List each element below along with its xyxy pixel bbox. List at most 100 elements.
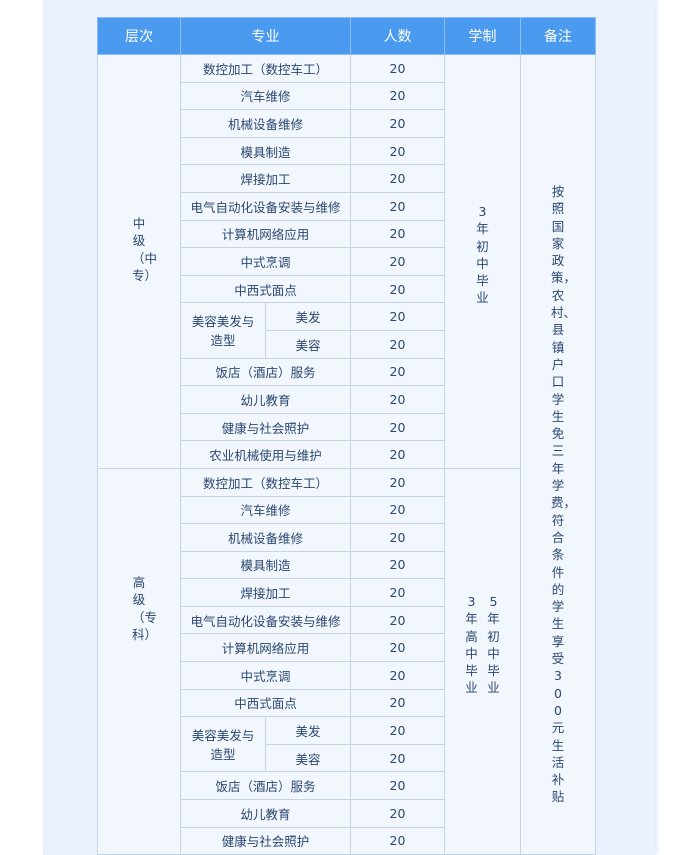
header-level: 层次 xyxy=(97,17,181,55)
table-row: 汽车维修 20 xyxy=(98,81,596,111)
table-row: 焊接加工 20 xyxy=(98,164,596,193)
major-cell: 电气自动化设备安装与维修 xyxy=(180,191,351,221)
major-cell: 美发 xyxy=(265,302,351,331)
major-cell: 中式烹调 xyxy=(180,661,351,690)
table-row: 中式烹调 20 xyxy=(98,247,596,276)
major-cell: 模具制造 xyxy=(180,136,351,166)
major-cell: 数控加工（数控车工） xyxy=(180,54,351,83)
count-cell: 20 xyxy=(350,743,445,773)
note-text: 按照国家政策，农村、县镇户口学生免三年学费，符合条件的学生享受300元生活补贴 xyxy=(551,184,577,805)
count-cell: 20 xyxy=(350,219,445,249)
table-row: 美容美发与造型 美发 20 xyxy=(98,716,596,773)
header-duration: 学制 xyxy=(444,17,521,55)
table-row: 焊接加工 20 xyxy=(98,578,596,607)
count-cell: 20 xyxy=(350,467,445,497)
count-cell: 20 xyxy=(350,716,445,745)
table-row: 中式烹调 20 xyxy=(98,661,596,690)
table-row: 模具制造 20 xyxy=(98,136,596,166)
major-cell: 计算机网络应用 xyxy=(180,633,351,663)
major-cell: 数控加工（数控车工） xyxy=(180,467,351,497)
major-cell: 中西式面点 xyxy=(180,274,351,304)
header-count: 人数 xyxy=(350,17,445,55)
major-cell: 机械设备维修 xyxy=(180,523,351,552)
major-cell: 美容 xyxy=(265,743,351,773)
count-cell: 20 xyxy=(350,550,445,580)
high-level-cell: 高级（专科） xyxy=(97,467,181,855)
count-cell: 20 xyxy=(350,164,445,193)
count-cell: 20 xyxy=(350,247,445,276)
count-cell: 20 xyxy=(350,274,445,304)
major-cell: 幼儿教育 xyxy=(180,385,351,414)
count-cell: 20 xyxy=(350,661,445,690)
major-cell: 电气自动化设备安装与维修 xyxy=(180,605,351,635)
table-row: 美容 20 xyxy=(98,329,596,359)
mid-duration-label: 3年初中毕业 xyxy=(476,204,489,306)
table-row: 高级（专科） 数控加工（数控车工） 20 3年高中毕业5年初中毕业 xyxy=(97,467,596,855)
major-cell: 幼儿教育 xyxy=(180,799,351,828)
high-level-label: 高级（专科） xyxy=(132,574,158,642)
count-cell: 20 xyxy=(350,329,445,359)
major-cell: 饭店（酒店）服务 xyxy=(180,357,351,387)
major-cell: 中式烹调 xyxy=(180,247,351,276)
major-cell: 美容 xyxy=(265,329,351,359)
table-row: 中西式面点 20 xyxy=(98,274,596,304)
count-cell: 20 xyxy=(350,826,445,855)
major-cell: 中西式面点 xyxy=(180,688,351,718)
count-cell: 20 xyxy=(350,605,445,635)
major-cell: 美发 xyxy=(265,716,351,745)
mid-level-cell: 中级（中专） xyxy=(97,54,181,469)
major-group-cell: 美容美发与造型 xyxy=(180,302,266,359)
count-cell: 20 xyxy=(350,54,445,83)
major-cell: 汽车维修 xyxy=(180,495,351,525)
count-cell: 20 xyxy=(350,136,445,166)
enrollment-table: 层次 专业 人数 学制 备注 中级（中专） 数控加工（数控车工） 20 3年初中毕业 按… xyxy=(97,17,596,855)
major-cell: 饭店（酒店）服务 xyxy=(180,771,351,801)
count-cell: 20 xyxy=(350,633,445,663)
header-major: 专业 xyxy=(180,17,351,55)
high-duration-b-label: 5年初中毕业 xyxy=(487,593,500,696)
table-row: 健康与社会照护 20 xyxy=(98,826,596,855)
mid-duration-cell: 3年初中毕业 xyxy=(444,54,521,469)
count-cell: 20 xyxy=(350,385,445,414)
table-row: 电气自动化设备安装与维修 20 xyxy=(98,605,596,635)
count-cell: 20 xyxy=(350,799,445,828)
table-row: 计算机网络应用 20 xyxy=(98,219,596,249)
major-cell: 焊接加工 xyxy=(180,578,351,607)
mid-level-label: 中级（中专） xyxy=(132,216,158,283)
major-cell: 健康与社会照护 xyxy=(180,412,351,442)
major-cell: 健康与社会照护 xyxy=(180,826,351,855)
table-row: 机械设备维修 20 xyxy=(98,109,596,138)
note-cell: 按照国家政策，农村、县镇户口学生免三年学费，符合条件的学生享受300元生活补贴 xyxy=(520,53,596,855)
count-cell: 20 xyxy=(350,81,445,111)
table-row: 饭店（酒店）服务 20 xyxy=(98,771,596,801)
table-row: 机械设备维修 20 xyxy=(98,523,596,552)
major-cell: 模具制造 xyxy=(180,550,351,580)
header-note: 备注 xyxy=(520,17,596,55)
table-row: 模具制造 20 xyxy=(98,550,596,580)
high-duration-cell: 3年高中毕业 5年初中毕业 xyxy=(444,467,521,855)
count-cell: 20 xyxy=(350,771,445,801)
count-cell: 20 xyxy=(350,578,445,607)
count-cell: 20 xyxy=(350,357,445,387)
count-cell: 20 xyxy=(350,440,445,469)
major-cell: 汽车维修 xyxy=(180,81,351,111)
table-row: 中级（中专） 数控加工（数控车工） 20 3年初中毕业 按照国家政策，农村、县镇户口学生… xyxy=(97,53,596,855)
count-cell: 20 xyxy=(350,523,445,552)
count-cell: 20 xyxy=(350,412,445,442)
table-row: 健康与社会照护 20 xyxy=(98,412,596,442)
high-duration-a-label: 3年高中毕业 xyxy=(465,593,478,696)
table-row: 农业机械使用与维护 20 xyxy=(98,440,596,469)
table-row: 电气自动化设备安装与维修 20 xyxy=(98,191,596,221)
count-cell: 20 xyxy=(350,688,445,718)
count-cell: 20 xyxy=(350,109,445,138)
major-group-cell: 美容美发与造型 xyxy=(180,716,266,773)
major-cell: 焊接加工 xyxy=(180,164,351,193)
major-cell: 机械设备维修 xyxy=(180,109,351,138)
major-cell: 计算机网络应用 xyxy=(180,219,351,249)
table-row: 汽车维修 20 xyxy=(98,495,596,525)
major-cell: 农业机械使用与维护 xyxy=(180,440,351,469)
header-row: 层次 专业 人数 学制 备注 xyxy=(97,17,596,55)
count-cell: 20 xyxy=(350,191,445,221)
count-cell: 20 xyxy=(350,302,445,331)
table-row: 美容 20 xyxy=(98,743,596,773)
